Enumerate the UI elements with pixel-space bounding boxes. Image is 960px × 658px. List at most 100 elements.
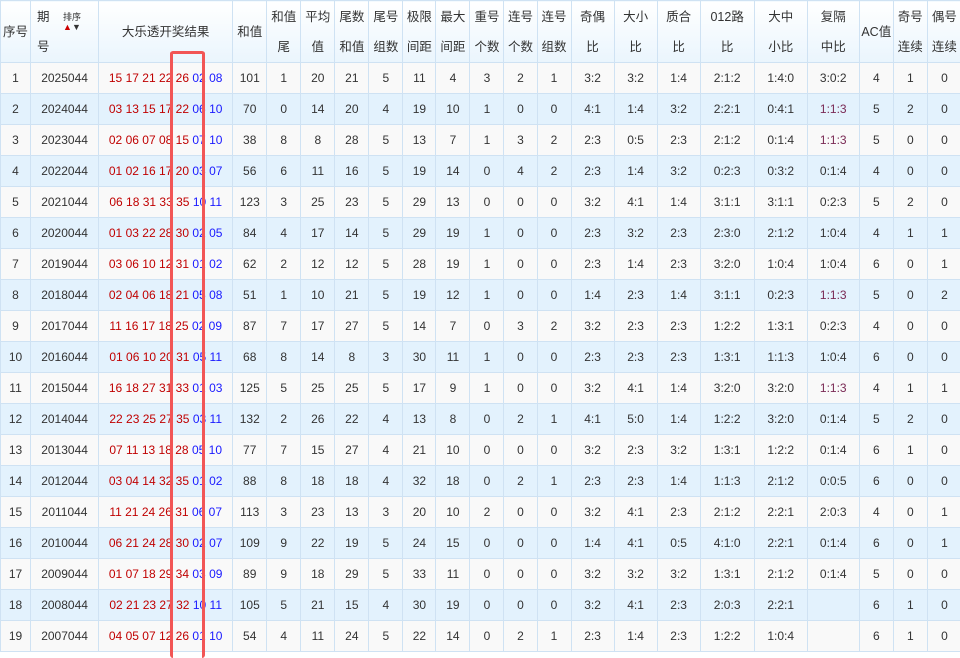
seq-cell: 12 <box>1 404 31 435</box>
stat-cell: 2:3 <box>614 280 657 311</box>
stat-cell: 1:4 <box>571 280 614 311</box>
stat-cell: 0 <box>893 559 927 590</box>
stat-cell: 20 <box>335 94 369 125</box>
stat-cell: 0 <box>504 218 537 249</box>
stat-cell: 23 <box>301 497 335 528</box>
result-cell: 04 05 07 12 26 01 10 <box>99 621 233 652</box>
stat-cell: 32 <box>403 466 436 497</box>
stat-cell: 2:0:3 <box>700 590 754 621</box>
stat-cell: 5 <box>859 404 893 435</box>
stat-cell: 2 <box>470 497 504 528</box>
stat-cell: 0:4:1 <box>754 94 807 125</box>
stat-cell: 2:3 <box>571 125 614 156</box>
stat-cell: 5 <box>369 156 403 187</box>
stat-cell: 4 <box>859 311 893 342</box>
front-ball: 22 <box>109 412 122 426</box>
front-ball: 05 <box>126 629 139 643</box>
stat-cell: 5:0 <box>614 404 657 435</box>
arrow-up-icon[interactable]: ▲ <box>63 22 72 32</box>
stat-cell: 0 <box>537 280 571 311</box>
front-ball: 03 <box>109 102 122 116</box>
stat-cell: 1 <box>927 249 960 280</box>
stat-cell: 0 <box>537 342 571 373</box>
stat-cell: 1:3:1 <box>700 559 754 590</box>
stat-cell: 18 <box>335 466 369 497</box>
arrow-down-icon[interactable]: ▼ <box>72 22 81 32</box>
stat-cell: 2 <box>267 249 301 280</box>
stat-cell: 5 <box>859 559 893 590</box>
header-col-15: AC值 <box>859 1 893 63</box>
stat-cell: 3:1:1 <box>754 187 807 218</box>
stat-cell: 5 <box>369 63 403 94</box>
stat-cell: 0 <box>537 218 571 249</box>
stat-cell: 0:2:3 <box>754 280 807 311</box>
front-ball: 20 <box>176 164 189 178</box>
back-ball: 08 <box>209 71 222 85</box>
stat-cell: 8 <box>301 125 335 156</box>
stat-cell: 0 <box>537 94 571 125</box>
result-cell: 07 11 13 18 28 05 10 <box>99 435 233 466</box>
front-ball: 03 <box>109 474 122 488</box>
front-ball: 27 <box>159 412 172 426</box>
header-col-13: 大中小比 <box>754 1 807 63</box>
stat-cell: 2 <box>537 125 571 156</box>
stat-cell: 2:1:2 <box>700 497 754 528</box>
front-ball: 06 <box>126 350 139 364</box>
front-ball: 22 <box>159 71 172 85</box>
header-col-line2: 组数 <box>542 40 567 54</box>
stat-cell: 3:2 <box>657 559 700 590</box>
front-ball: 27 <box>142 381 155 395</box>
seq-cell: 18 <box>1 590 31 621</box>
stat-cell: 19 <box>403 156 436 187</box>
issue-cell: 2007044 <box>31 621 99 652</box>
stat-cell: 24 <box>403 528 436 559</box>
sum-cell: 51 <box>233 280 267 311</box>
stat-cell: 3:2:0 <box>700 373 754 404</box>
front-ball: 17 <box>159 164 172 178</box>
stat-cell: 1 <box>470 125 504 156</box>
stat-cell: 2:3 <box>614 342 657 373</box>
stat-cell: 1:0:4 <box>754 249 807 280</box>
sum-cell: 109 <box>233 528 267 559</box>
sort-control[interactable]: 排序 ▲▼ <box>63 12 81 32</box>
stat-cell: 1:4 <box>657 280 700 311</box>
stat-cell: 1:4 <box>657 404 700 435</box>
stat-cell: 9 <box>436 373 470 404</box>
stat-cell: 7 <box>436 125 470 156</box>
stat-cell: 3 <box>504 125 537 156</box>
stat-cell: 0 <box>470 590 504 621</box>
stat-cell: 3 <box>267 187 301 218</box>
stat-cell: 0:1:4 <box>754 125 807 156</box>
stat-cell: 0 <box>470 404 504 435</box>
sum-cell: 77 <box>233 435 267 466</box>
stat-cell: 1 <box>470 218 504 249</box>
stat-cell: 5 <box>369 528 403 559</box>
stat-cell <box>807 590 859 621</box>
front-ball: 18 <box>159 443 172 457</box>
sort-label: 排序 <box>63 12 81 22</box>
stat-cell: 3:0:2 <box>807 63 859 94</box>
stat-cell: 2:3 <box>614 466 657 497</box>
header-seq: 序号 <box>1 1 31 63</box>
stat-cell: 19 <box>436 249 470 280</box>
result-cell: 01 07 18 29 34 03 09 <box>99 559 233 590</box>
stat-cell: 5 <box>369 280 403 311</box>
stat-cell: 5 <box>267 373 301 404</box>
stat-cell: 14 <box>301 94 335 125</box>
seq-cell: 10 <box>1 342 31 373</box>
header-col-line1: 大小 <box>623 10 648 24</box>
front-ball: 35 <box>176 412 189 426</box>
sum-cell: 88 <box>233 466 267 497</box>
stat-cell: 12 <box>436 280 470 311</box>
stat-cell: 4 <box>267 621 301 652</box>
stat-cell: 0 <box>927 621 960 652</box>
front-ball: 10 <box>142 257 155 271</box>
stat-cell: 0:2:3 <box>700 156 754 187</box>
stat-cell: 17 <box>403 373 436 404</box>
stat-cell: 3 <box>267 497 301 528</box>
header-col-line2: 和值 <box>339 40 364 54</box>
seq-cell: 15 <box>1 497 31 528</box>
front-ball: 01 <box>109 567 122 581</box>
front-ball: 26 <box>159 505 172 519</box>
header-col-line2: 比 <box>672 40 685 54</box>
